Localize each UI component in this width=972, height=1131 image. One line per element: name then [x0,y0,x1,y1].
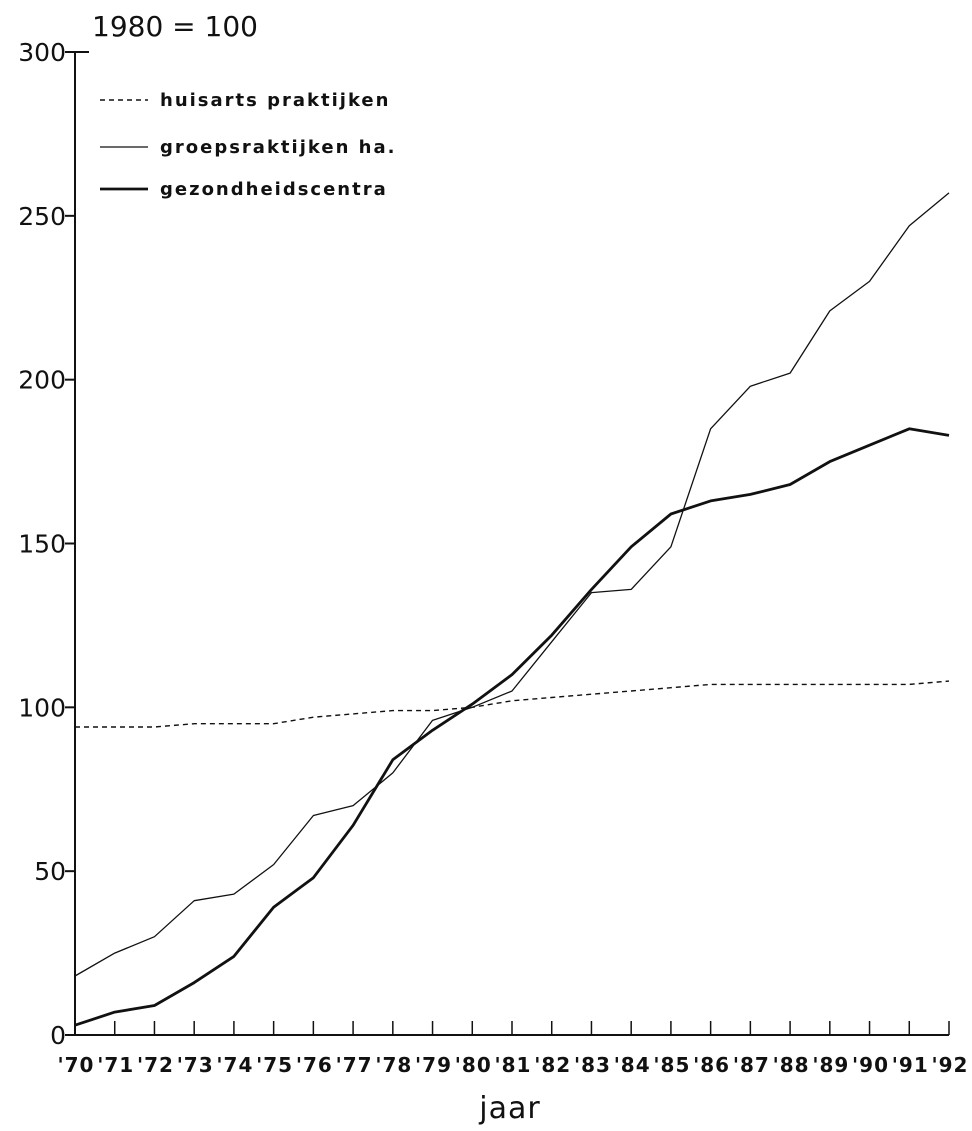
x-tick-label: '72 [137,1053,174,1077]
x-tick-label: '77 [336,1053,373,1077]
x-tick-label: '81 [495,1053,532,1077]
x-tick-label: '80 [455,1053,492,1077]
y-tick-label: 50 [34,857,66,886]
y-tick-label: 300 [18,38,66,67]
chart-title: 1980 = 100 [92,10,258,43]
y-tick-label: 150 [18,530,66,559]
legend-label-1: groepsraktijken ha. [160,137,396,158]
legend-label-0: huisarts praktijken [160,90,390,111]
x-tick-label: '84 [614,1053,651,1077]
x-tick-label: '82 [534,1053,571,1077]
x-tick-label: '90 [852,1053,889,1077]
series-lines [74,192,950,1027]
x-tick-label: '70 [58,1053,95,1077]
y-tick-label: 0 [50,1021,66,1050]
x-tick-label: '91 [892,1053,929,1077]
x-axis-ticks: '70'71'72'73'74'75'76'77'78'79'80'81'82 '… [58,1021,969,1077]
legend-label-2: gezondheidscentra [160,179,388,200]
x-tick-label: '75 [256,1053,293,1077]
x-tick-label: '83 [574,1053,611,1077]
x-tick-label: '88 [773,1053,810,1077]
x-tick-label: '76 [296,1053,333,1077]
series-line-0 [75,680,950,728]
y-tick-label: 100 [18,693,66,722]
y-tick-label: 250 [18,202,66,231]
x-tick-label: '86 [693,1053,730,1077]
x-tick-label: '79 [415,1053,452,1077]
x-tick-label: '71 [97,1053,134,1077]
x-axis-label: jaar [478,1091,540,1126]
legend: huisarts praktijken groepsraktijken ha. ge… [100,90,396,200]
x-tick-label: '89 [812,1053,849,1077]
x-tick-label: '78 [375,1053,412,1077]
x-tick-label: '73 [177,1053,214,1077]
y-tick-label: 200 [18,366,66,395]
x-tick-label: '74 [216,1053,253,1077]
series-line-1 [74,192,950,977]
x-tick-label: '92 [932,1053,969,1077]
x-tick-label: '85 [653,1053,690,1077]
x-tick-label: '87 [733,1053,770,1077]
y-axis-ticks: 0 50 100 150 200 250 300 [18,38,75,1050]
series-line-2 [74,427,950,1027]
